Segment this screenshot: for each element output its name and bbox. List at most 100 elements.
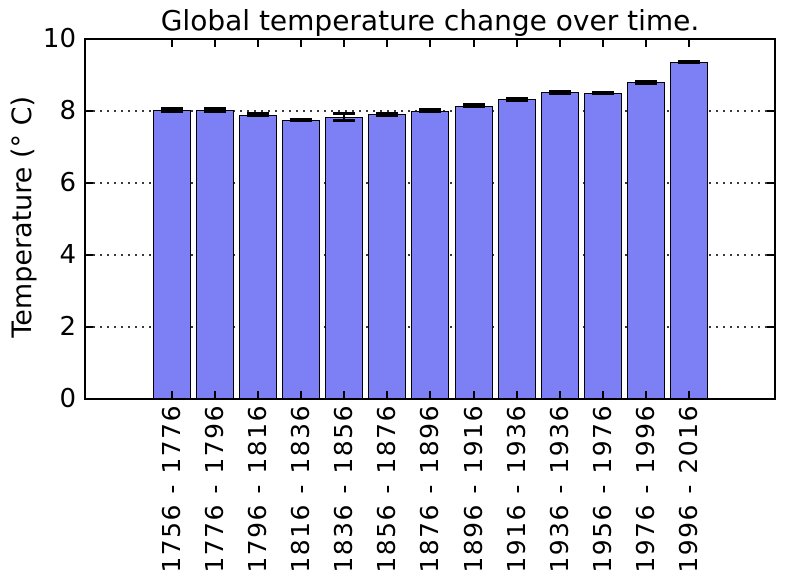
error-bar-cap-top	[333, 112, 356, 116]
x-tick-top	[601, 40, 604, 47]
error-bar-cap-bottom	[247, 114, 270, 118]
x-tick-label: 1776 - 1796	[200, 404, 230, 573]
error-bar-cap-top	[505, 96, 528, 100]
x-tick-top	[257, 40, 260, 47]
error-bar-cap-top	[419, 108, 442, 112]
plot-frame	[84, 38, 776, 400]
y-tick-label: 2	[59, 312, 76, 342]
x-tick-top	[687, 40, 690, 47]
y-tick-left	[86, 398, 93, 400]
error-bar-cap-bottom	[548, 91, 571, 95]
x-tick-bottom	[214, 391, 217, 398]
error-bar-cap-bottom	[677, 60, 700, 64]
x-tick-label: 1816 - 1836	[286, 404, 316, 573]
y-tick-left	[86, 110, 93, 112]
bar	[196, 109, 235, 399]
x-tick-top	[515, 40, 518, 47]
x-tick-bottom	[644, 391, 647, 398]
error-bar-line	[171, 108, 173, 113]
x-tick-top	[429, 40, 432, 47]
x-tick-label: 1756 - 1776	[157, 404, 186, 573]
x-tick-bottom	[515, 391, 518, 398]
x-tick-top	[343, 40, 346, 47]
y-tick-right	[767, 326, 774, 328]
chart-title: Global temperature change over time.	[160, 4, 700, 37]
x-tick-bottom	[386, 391, 389, 398]
error-bar-cap-bottom	[376, 113, 399, 117]
error-bar-line	[214, 107, 217, 113]
bar	[669, 61, 708, 399]
y-tick-right	[767, 398, 774, 400]
y-tick-left	[86, 38, 93, 40]
bar	[454, 105, 493, 399]
y-tick-label: 8	[59, 96, 76, 126]
error-bar-cap-bottom	[333, 119, 356, 123]
x-tick-label: 1996 - 2016	[673, 404, 703, 573]
error-bar-cap-top	[634, 79, 657, 83]
error-bar-cap-top	[376, 111, 399, 115]
x-tick-label: 1956 - 1976	[587, 404, 617, 573]
y-tick-right	[767, 182, 774, 184]
error-bar-cap-top	[462, 103, 485, 107]
y-axis-label: Temperature (° C)	[7, 96, 38, 338]
x-tick-label: 1896 - 1916	[458, 404, 488, 573]
y-tick-label: 0	[59, 384, 76, 414]
x-tick-top	[214, 40, 217, 47]
x-tick-top	[171, 40, 173, 47]
error-bar-cap-bottom	[290, 118, 313, 122]
y-tick-left	[86, 182, 93, 184]
x-tick-bottom	[558, 391, 561, 398]
x-tick-label: 1876 - 1896	[415, 404, 445, 573]
x-tick-label: 1856 - 1876	[372, 404, 402, 573]
x-tick-bottom	[687, 391, 690, 398]
x-tick-label: 1796 - 1816	[243, 404, 273, 573]
x-tick-bottom	[343, 391, 346, 398]
bar	[239, 114, 278, 399]
x-tick-top	[300, 40, 303, 47]
y-tick-label: 10	[42, 24, 76, 54]
x-tick-bottom	[472, 391, 475, 398]
error-bar-cap-bottom	[161, 110, 183, 114]
bar	[626, 82, 665, 399]
x-tick-bottom	[257, 391, 260, 398]
bar	[540, 92, 579, 399]
error-bar-cap-bottom	[462, 105, 485, 109]
x-tick-bottom	[171, 391, 173, 398]
error-bar-line	[343, 113, 346, 122]
y-tick-left	[86, 254, 93, 256]
x-tick-top	[558, 40, 561, 47]
error-bar-cap-top	[548, 89, 571, 93]
y-tick-left	[86, 326, 93, 328]
x-tick-top	[472, 40, 475, 47]
x-tick-label: 1976 - 1996	[630, 404, 660, 573]
bar	[325, 117, 364, 399]
error-bar-cap-top	[247, 112, 270, 116]
error-bar-cap-bottom	[204, 110, 227, 114]
error-bar-cap-bottom	[505, 99, 528, 103]
y-tick-right	[767, 254, 774, 256]
bar	[153, 110, 191, 399]
y-tick-label: 6	[59, 168, 76, 198]
y-tick-right	[767, 38, 774, 40]
error-bar-cap-bottom	[634, 81, 657, 85]
error-bar-cap-bottom	[591, 92, 614, 96]
x-tick-label: 1936 - 1936	[544, 404, 574, 573]
error-bar-cap-top	[161, 107, 183, 111]
bar	[368, 114, 407, 399]
x-tick-label: 1916 - 1936	[501, 404, 531, 573]
y-tick-right	[767, 110, 774, 112]
y-tick-label: 4	[59, 240, 76, 270]
bar	[497, 99, 536, 399]
bar	[583, 93, 622, 399]
x-tick-bottom	[300, 391, 303, 398]
bar	[282, 119, 321, 399]
error-bar-cap-bottom	[419, 110, 442, 114]
error-bar-cap-top	[204, 106, 227, 110]
x-tick-bottom	[601, 391, 604, 398]
x-tick-label: 1836 - 1856	[329, 404, 359, 573]
bar	[411, 110, 450, 399]
x-tick-top	[644, 40, 647, 47]
x-tick-top	[386, 40, 389, 47]
x-tick-bottom	[429, 391, 432, 398]
